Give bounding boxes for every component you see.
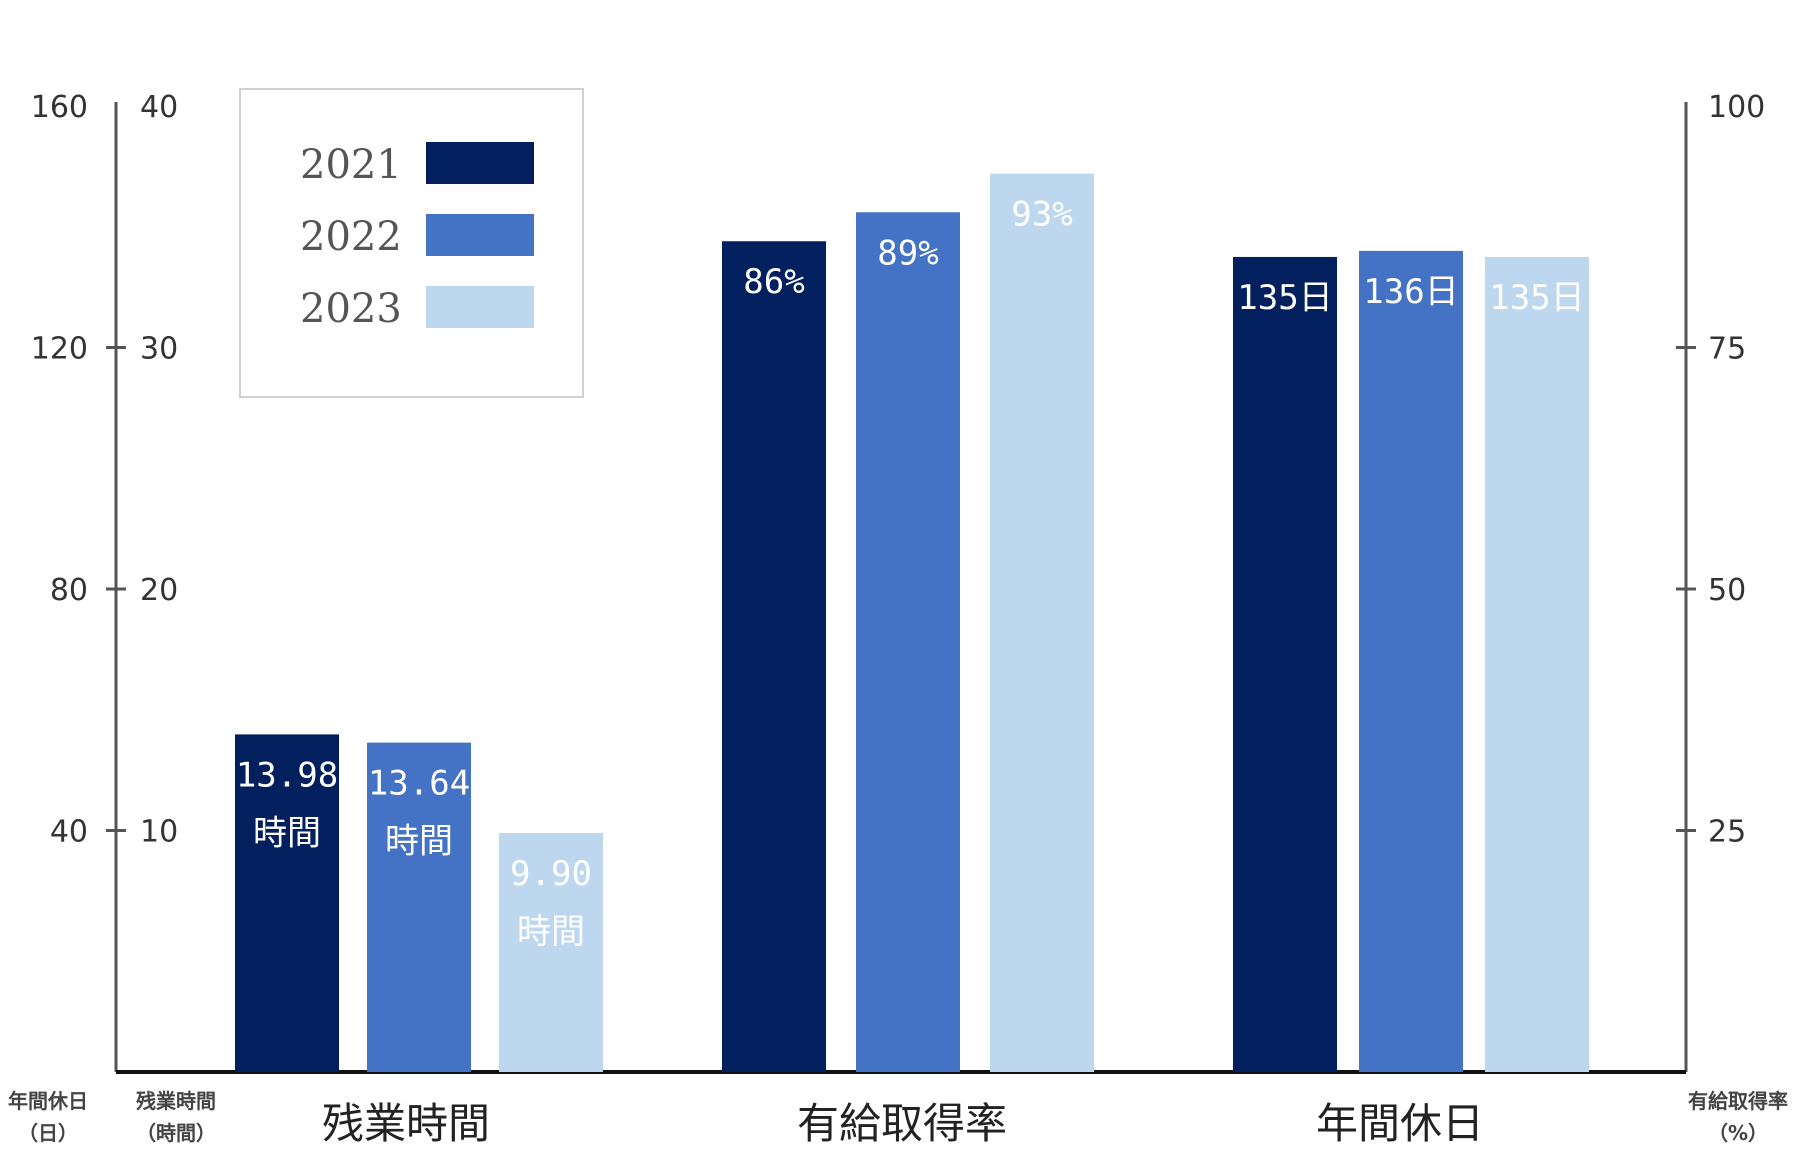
left-inner-tick-label: 20: [140, 573, 178, 608]
right-tick-label: 25: [1708, 815, 1746, 850]
left-outer-tick-label: 160: [31, 90, 88, 125]
left-inner-tick-label: 30: [140, 332, 178, 367]
data-label: 13.98: [236, 755, 338, 795]
category-label: 年間休日: [1316, 1099, 1484, 1148]
data-label: 時間: [385, 822, 453, 862]
right-unit-label: （%）: [1708, 1121, 1768, 1145]
data-label: 時間: [517, 912, 585, 952]
left-outer-tick-label: 40: [50, 815, 88, 850]
category-label: 有給取得率: [797, 1099, 1007, 1148]
right-tick-label: 75: [1708, 332, 1746, 367]
left-outer-unit-label: 年間休日: [8, 1089, 88, 1113]
data-label: 93%: [1011, 195, 1072, 235]
legend-swatch: [426, 214, 534, 256]
category-label: 残業時間: [322, 1099, 490, 1148]
bar-2022: [856, 212, 960, 1072]
left-inner-unit-label: （時間）: [136, 1121, 216, 1145]
right-tick-label: 50: [1708, 573, 1746, 608]
bar-2022: [367, 742, 471, 1072]
bar-2021: [235, 734, 339, 1072]
data-label: 89%: [877, 233, 938, 273]
bar-2023: [1485, 256, 1589, 1072]
data-label: 9.90: [510, 854, 592, 894]
bar-2021: [722, 241, 826, 1073]
legend-label: 2023: [300, 286, 402, 332]
legend-label: 2022: [300, 214, 402, 260]
data-label: 135日: [1489, 278, 1584, 318]
data-label: 135日: [1237, 278, 1332, 318]
legend: 2021 2022 2023: [239, 88, 584, 398]
bar-2023: [990, 173, 1094, 1072]
left-inner-unit-label: 残業時間: [136, 1089, 216, 1113]
legend-swatch: [426, 286, 534, 328]
left-outer-tick-label: 120: [31, 332, 88, 367]
legend-swatch: [426, 142, 534, 184]
data-label: 時間: [253, 813, 321, 853]
data-label: 136日: [1363, 272, 1458, 312]
left-outer-tick-label: 80: [50, 573, 88, 608]
bar-2021: [1233, 256, 1337, 1072]
legend-label: 2021: [300, 142, 402, 188]
right-unit-label: 有給取得率: [1688, 1089, 1788, 1113]
right-tick-label: 100: [1708, 90, 1765, 125]
bar-2023: [499, 832, 603, 1072]
data-label: 13.64: [368, 764, 470, 804]
left-outer-unit-label: （日）: [18, 1121, 78, 1145]
left-inner-tick-label: 10: [140, 815, 178, 850]
data-label: 86%: [743, 262, 804, 302]
bar-2022: [1359, 250, 1463, 1072]
left-inner-tick-label: 40: [140, 90, 178, 125]
